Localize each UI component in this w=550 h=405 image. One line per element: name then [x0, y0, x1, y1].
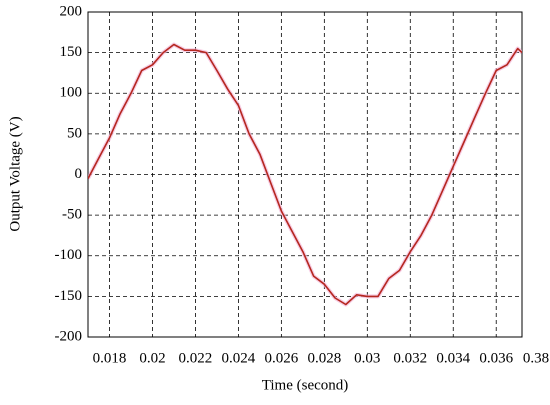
y-tick-label: 0 — [75, 166, 83, 182]
x-tick-label: 0.024 — [222, 350, 256, 366]
x-tick-label: 0.38 — [523, 350, 549, 366]
x-tick-label: 0.034 — [436, 350, 470, 366]
x-tick-label: 0.026 — [264, 350, 298, 366]
y-tick-label: -200 — [55, 328, 83, 344]
x-axis-label: Time (second) — [262, 377, 349, 393]
y-tick-label: -100 — [55, 247, 83, 263]
y-tick-label: 200 — [60, 3, 83, 19]
x-tick-label: 0.036 — [479, 350, 513, 366]
y-axis-label: Output Voltage (V) — [7, 116, 23, 231]
x-tick-label: 0.03 — [354, 350, 380, 366]
x-tick-label: 0.018 — [93, 350, 127, 366]
x-tick-label: 0.02 — [139, 350, 165, 366]
line — [88, 43, 522, 306]
x-tick-label: 0.028 — [307, 350, 341, 366]
y-tick-label: -150 — [55, 288, 83, 304]
y-tick-label: 150 — [60, 44, 83, 60]
x-tick-label: 0.022 — [179, 350, 213, 366]
y-tick-label: -50 — [62, 207, 82, 223]
x-tick-label: 0.032 — [393, 350, 427, 366]
y-tick-label: 50 — [67, 125, 82, 141]
y-tick-label: 100 — [60, 85, 83, 101]
